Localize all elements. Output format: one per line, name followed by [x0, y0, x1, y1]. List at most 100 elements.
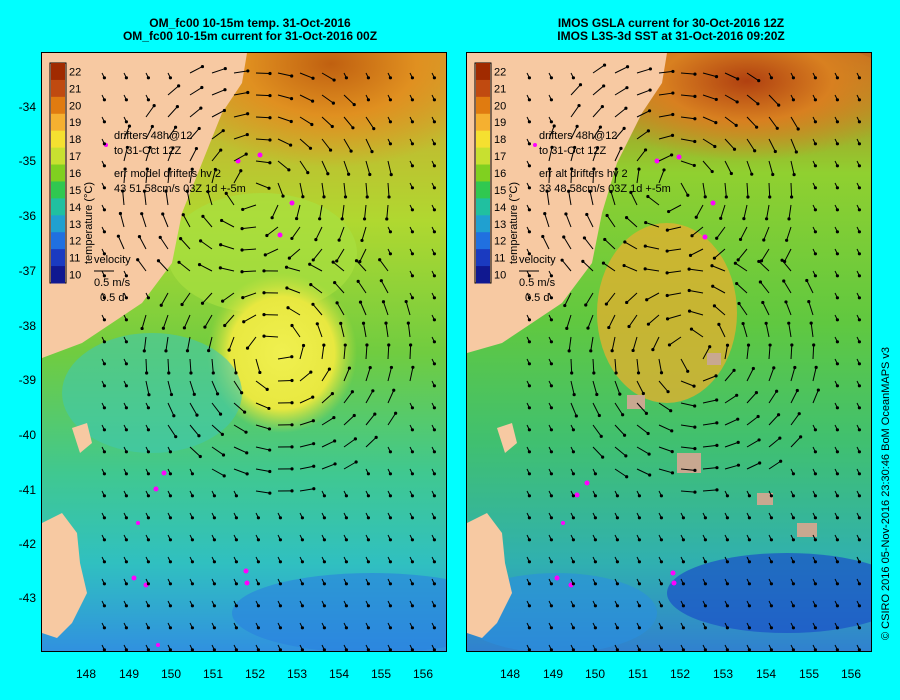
current-arrow: [343, 437, 358, 448]
current-arrow: [548, 292, 553, 300]
current-arrow: [570, 103, 581, 118]
current-arrow: [834, 446, 839, 454]
current-arrow: [680, 512, 685, 520]
current-arrow: [526, 468, 531, 476]
current-arrow: [570, 534, 575, 542]
current-arrow: [785, 226, 792, 242]
current-arrow: [658, 512, 663, 520]
current-arrow: [592, 380, 599, 397]
current-arrow: [206, 189, 213, 206]
current-arrow: [409, 578, 414, 586]
current-arrow: [145, 145, 152, 162]
current-arrow: [614, 446, 628, 458]
current-arrow: [768, 578, 773, 586]
current-arrow: [101, 534, 106, 542]
current-arrow: [381, 300, 389, 316]
current-arrow: [189, 358, 193, 375]
colorbar-swatch: [476, 266, 490, 284]
drifter-mark: [136, 521, 140, 525]
current-arrow: [759, 248, 770, 263]
current-arrow: [333, 280, 345, 294]
current-arrow: [136, 258, 147, 272]
left-velocity-time: 0.5 d: [100, 292, 124, 304]
current-arrow: [189, 167, 194, 184]
current-arrow: [658, 424, 674, 433]
current-arrow: [387, 226, 392, 234]
current-arrow: [790, 160, 796, 177]
current-arrow: [526, 600, 531, 608]
current-arrow: [702, 644, 707, 651]
current-arrow: [145, 424, 150, 432]
current-arrow: [768, 459, 783, 470]
current-arrow: [526, 270, 531, 278]
current-arrow: [834, 292, 839, 300]
current-arrow: [636, 167, 641, 184]
current-arrow: [702, 622, 707, 630]
current-arrow: [321, 556, 326, 564]
current-arrow: [299, 395, 315, 404]
current-arrow: [145, 167, 149, 184]
current-arrow: [321, 534, 326, 542]
colorbar-tick-label: 16: [494, 168, 506, 180]
current-arrow: [812, 182, 817, 190]
left-err-line1: err model drifters hv 2: [114, 168, 221, 180]
current-arrow: [223, 314, 235, 328]
current-arrow: [123, 446, 128, 454]
current-arrow: [562, 235, 572, 250]
current-arrow: [101, 490, 106, 498]
lon-tick: 152: [244, 667, 266, 681]
current-arrow: [409, 343, 413, 360]
lon-tick: 154: [328, 667, 350, 681]
left-title-line2: OM_fc00 10-15m current for 31-Oct-2016 0…: [122, 29, 378, 43]
current-arrow: [343, 116, 355, 130]
current-arrow: [101, 644, 106, 651]
current-arrow: [614, 86, 629, 96]
current-arrow: [409, 365, 415, 382]
current-arrow: [680, 644, 685, 651]
current-arrow: [211, 380, 220, 396]
current-arrow: [299, 512, 304, 520]
current-arrow: [189, 512, 194, 520]
current-arrow: [790, 556, 795, 564]
current-arrow: [299, 534, 304, 542]
current-arrow: [211, 108, 226, 118]
current-arrow: [211, 622, 216, 630]
current-arrow: [856, 226, 861, 234]
current-arrow: [299, 419, 315, 426]
current-arrow: [365, 138, 374, 154]
current-arrow: [605, 213, 616, 228]
current-arrow: [790, 578, 795, 586]
current-arrow: [365, 512, 370, 520]
current-arrow: [548, 468, 553, 476]
current-arrow: [614, 490, 619, 498]
current-arrow: [614, 600, 619, 608]
colorbar-swatch: [476, 147, 490, 166]
current-arrow: [592, 424, 603, 438]
current-arrow: [227, 336, 235, 352]
current-arrow: [431, 556, 436, 564]
current-arrow: [265, 226, 279, 238]
current-arrow: [746, 160, 754, 176]
current-arrow: [343, 556, 348, 564]
current-arrow: [199, 239, 213, 250]
current-arrow: [570, 402, 578, 418]
current-arrow: [337, 226, 345, 242]
current-arrow: [680, 380, 696, 388]
current-arrow: [746, 534, 751, 542]
current-arrow: [702, 374, 718, 382]
current-arrow: [365, 389, 375, 404]
current-arrow: [290, 226, 301, 241]
colorbar-swatch: [51, 130, 65, 149]
colorbar-tick-label: 12: [494, 236, 506, 248]
current-arrow: [123, 72, 128, 80]
left-cold-eddy: [207, 273, 357, 433]
current-arrow: [741, 321, 748, 338]
current-arrow: [856, 468, 861, 476]
current-arrow: [570, 424, 575, 432]
current-arrow: [724, 116, 738, 127]
current-arrow: [768, 116, 779, 130]
current-arrow: [343, 182, 348, 199]
current-arrow: [164, 189, 169, 206]
current-arrow: [702, 512, 707, 520]
current-arrow: [563, 292, 572, 308]
